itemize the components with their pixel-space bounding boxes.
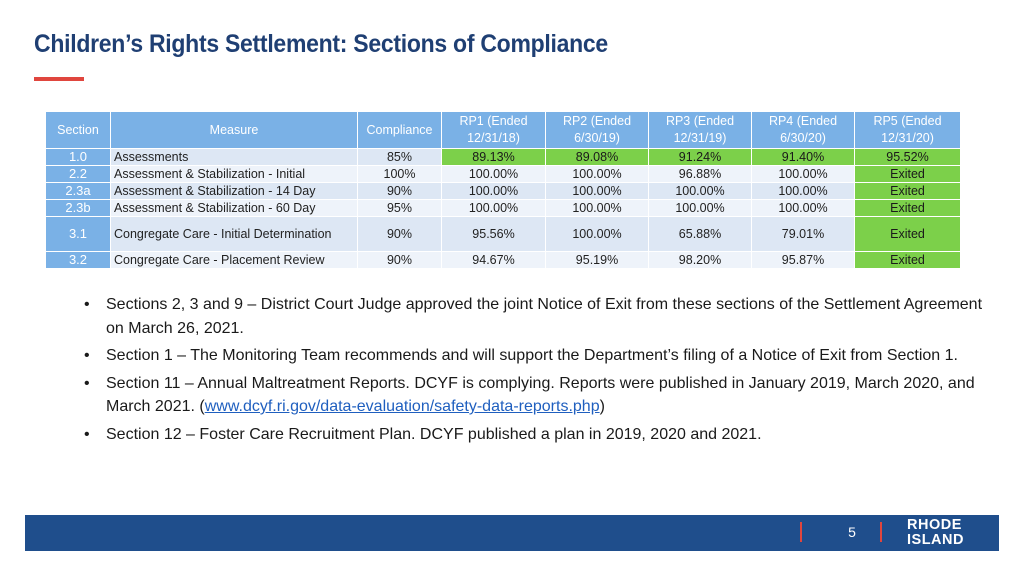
rp-cell: 100.00% bbox=[441, 199, 546, 217]
table-row: 3.1 Congregate Care - Initial Determinat… bbox=[45, 216, 961, 252]
compliance-cell: 90% bbox=[357, 182, 442, 200]
rp-cell: Exited bbox=[854, 251, 961, 269]
compliance-table: Section Measure Compliance RP1 (Ended 12… bbox=[45, 111, 961, 269]
compliance-cell: 90% bbox=[357, 216, 442, 252]
reports-link[interactable]: www.dcyf.ri.gov/data-evaluation/safety-d… bbox=[204, 398, 600, 415]
rp-cell: 95.19% bbox=[545, 251, 649, 269]
bullet-icon: • bbox=[84, 296, 90, 313]
column-header: Section bbox=[45, 111, 111, 149]
footer-divider-left bbox=[800, 522, 802, 542]
list-item: • Sections 2, 3 and 9 – District Court J… bbox=[84, 293, 984, 340]
rp-cell: Exited bbox=[854, 216, 961, 252]
bullet-lead: Section 11 – Annual Maltreatment Reports… bbox=[106, 374, 410, 392]
footer-bar: 5 RHODE ISLAND bbox=[25, 515, 999, 551]
column-header: RP2 (Ended 6/30/19) bbox=[545, 111, 649, 149]
section-cell: 2.3b bbox=[45, 199, 111, 217]
rp-cell: 95.87% bbox=[751, 251, 855, 269]
section-cell: 3.1 bbox=[45, 216, 111, 252]
rp-cell: 98.20% bbox=[648, 251, 752, 269]
column-header: Compliance bbox=[357, 111, 442, 149]
rp-cell: 94.67% bbox=[441, 251, 546, 269]
rp-cell: 91.24% bbox=[648, 148, 752, 166]
bullet-icon: • bbox=[84, 425, 90, 443]
bullet-list: • Sections 2, 3 and 9 – District Court J… bbox=[84, 293, 984, 450]
bullet-icon: • bbox=[84, 374, 90, 392]
rp-cell: 65.88% bbox=[648, 216, 752, 252]
rp-cell: 95.52% bbox=[854, 148, 961, 166]
page-title: Children’s Rights Settlement: Sections o… bbox=[34, 30, 608, 58]
measure-cell: Assessment & Stabilization - Initial bbox=[110, 165, 358, 183]
rp-cell: 100.00% bbox=[441, 182, 546, 200]
rp-cell: 95.56% bbox=[441, 216, 546, 252]
table-header-row: Section Measure Compliance RP1 (Ended 12… bbox=[45, 111, 961, 149]
compliance-cell: 100% bbox=[357, 165, 442, 183]
rp-cell: 100.00% bbox=[441, 165, 546, 183]
rp-cell: 89.13% bbox=[441, 148, 546, 166]
section-cell: 2.3a bbox=[45, 182, 111, 200]
bullet-icon: • bbox=[84, 347, 90, 364]
rp-cell: 89.08% bbox=[545, 148, 649, 166]
column-header: RP4 (Ended 6/30/20) bbox=[751, 111, 855, 149]
bullet-text: District Court Judge approved the joint … bbox=[106, 296, 983, 337]
rp-cell: 91.40% bbox=[751, 148, 855, 166]
rp-cell: 100.00% bbox=[648, 199, 752, 217]
measure-cell: Congregate Care - Placement Review bbox=[110, 251, 358, 269]
compliance-cell: 95% bbox=[357, 199, 442, 217]
section-cell: 2.2 bbox=[45, 165, 111, 183]
logo-line2: ISLAND bbox=[907, 532, 964, 548]
bullet-lead: Sections 2, 3 and 9 – bbox=[106, 296, 257, 313]
title-underline bbox=[34, 77, 84, 81]
section-cell: 3.2 bbox=[45, 251, 111, 269]
measure-cell: Assessments bbox=[110, 148, 358, 166]
measure-cell: Congregate Care - Initial Determination bbox=[110, 216, 358, 252]
bullet-text: DCYF published a plan in 2019, 2020 and … bbox=[415, 425, 762, 443]
table-row: 3.2 Congregate Care - Placement Review 9… bbox=[45, 251, 961, 269]
measure-cell: Assessment & Stabilization - 60 Day bbox=[110, 199, 358, 217]
rp-cell: Exited bbox=[854, 165, 961, 183]
logo-line1: RHODE bbox=[907, 517, 962, 533]
list-item: • Section 12 – Foster Care Recruitment P… bbox=[84, 423, 984, 447]
bullet-text: – The Monitoring Team recommends and wil… bbox=[172, 347, 958, 364]
table-row: 2.2 Assessment & Stabilization - Initial… bbox=[45, 165, 961, 183]
rp-cell: 100.00% bbox=[545, 199, 649, 217]
rp-cell: 100.00% bbox=[751, 165, 855, 183]
bullet-lead: Section 1 bbox=[106, 347, 173, 364]
rp-cell: 100.00% bbox=[545, 216, 649, 252]
list-item: • Section 11 – Annual Maltreatment Repor… bbox=[84, 372, 984, 419]
column-header: Measure bbox=[110, 111, 358, 149]
compliance-cell: 90% bbox=[357, 251, 442, 269]
footer-divider-right bbox=[880, 522, 882, 542]
rhode-island-logo: RHODE ISLAND bbox=[907, 518, 964, 548]
rp-cell: 79.01% bbox=[751, 216, 855, 252]
section-cell: 1.0 bbox=[45, 148, 111, 166]
column-header: RP1 (Ended 12/31/18) bbox=[441, 111, 546, 149]
column-header: RP5 (Ended 12/31/20) bbox=[854, 111, 961, 149]
table-row: 2.3b Assessment & Stabilization - 60 Day… bbox=[45, 199, 961, 217]
rp-cell: 100.00% bbox=[648, 182, 752, 200]
list-item: • Section 1 – The Monitoring Team recomm… bbox=[84, 344, 984, 368]
rp-cell: Exited bbox=[854, 182, 961, 200]
rp-cell: 100.00% bbox=[545, 165, 649, 183]
column-header: RP3 (Ended 12/31/19) bbox=[648, 111, 752, 149]
rp-cell: 100.00% bbox=[751, 182, 855, 200]
bullet-text-after: ) bbox=[599, 398, 605, 415]
rp-cell: 100.00% bbox=[751, 199, 855, 217]
bullet-text: DCYF is complying. Reports were publishe… bbox=[106, 374, 975, 416]
table-row: 1.0 Assessments 85% 89.13% 89.08% 91.24%… bbox=[45, 148, 961, 166]
bullet-lead: Section 12 – Foster Care Recruitment Pla… bbox=[106, 425, 416, 443]
page-number: 5 bbox=[848, 524, 856, 540]
rp-cell: Exited bbox=[854, 199, 961, 217]
rp-cell: 100.00% bbox=[545, 182, 649, 200]
table-row: 2.3a Assessment & Stabilization - 14 Day… bbox=[45, 182, 961, 200]
measure-cell: Assessment & Stabilization - 14 Day bbox=[110, 182, 358, 200]
rp-cell: 96.88% bbox=[648, 165, 752, 183]
compliance-cell: 85% bbox=[357, 148, 442, 166]
